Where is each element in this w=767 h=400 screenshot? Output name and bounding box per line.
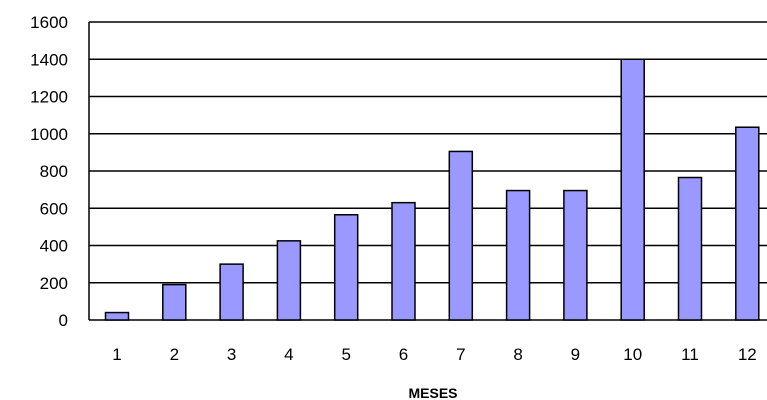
y-axis-ticks: 0 200 400 600 800 1000 1200 1400 1600 xyxy=(30,13,68,330)
x-tick-label: 9 xyxy=(571,345,580,364)
bar-5 xyxy=(333,214,359,321)
y-tick-label: 1600 xyxy=(30,13,68,32)
y-tick-label: 1000 xyxy=(30,125,68,144)
x-tick-label: 11 xyxy=(681,345,699,364)
y-tick-label: 1200 xyxy=(30,88,68,107)
gridlines xyxy=(88,21,767,321)
y-tick-label: 0 xyxy=(59,311,68,330)
x-tick-label: 2 xyxy=(170,345,179,364)
y-tick-label: 600 xyxy=(40,199,68,218)
x-tick-label: 5 xyxy=(341,345,350,364)
bar-10 xyxy=(620,58,645,321)
x-tick-label: 3 xyxy=(227,345,236,364)
bar-1 xyxy=(104,311,130,321)
y-tick-label: 1400 xyxy=(30,50,68,69)
y-tick-label: 800 xyxy=(40,162,68,181)
bar-11 xyxy=(677,176,703,321)
x-tick-label: 12 xyxy=(738,345,757,364)
x-tick-label: 10 xyxy=(623,345,642,364)
bar-8 xyxy=(505,189,531,321)
bar-9 xyxy=(563,189,588,321)
x-tick-label: 4 xyxy=(284,345,293,364)
bar-6 xyxy=(391,201,416,321)
y-tick-label: 200 xyxy=(40,274,68,293)
x-tick-label: 1 xyxy=(112,345,121,364)
x-axis-ticks: 1 2 3 4 5 6 7 8 9 10 11 12 xyxy=(112,345,756,364)
x-tick-label: 6 xyxy=(399,345,408,364)
bar-2 xyxy=(162,283,187,321)
bar-4 xyxy=(276,240,302,321)
x-tick-label: 8 xyxy=(513,345,522,364)
bar-12 xyxy=(735,126,760,321)
bar-7 xyxy=(448,150,474,321)
bars xyxy=(104,58,760,321)
x-axis-title: MESES xyxy=(408,385,457,400)
x-tick-label: 7 xyxy=(456,345,465,364)
bar-3 xyxy=(219,263,244,321)
y-tick-label: 400 xyxy=(40,237,68,256)
